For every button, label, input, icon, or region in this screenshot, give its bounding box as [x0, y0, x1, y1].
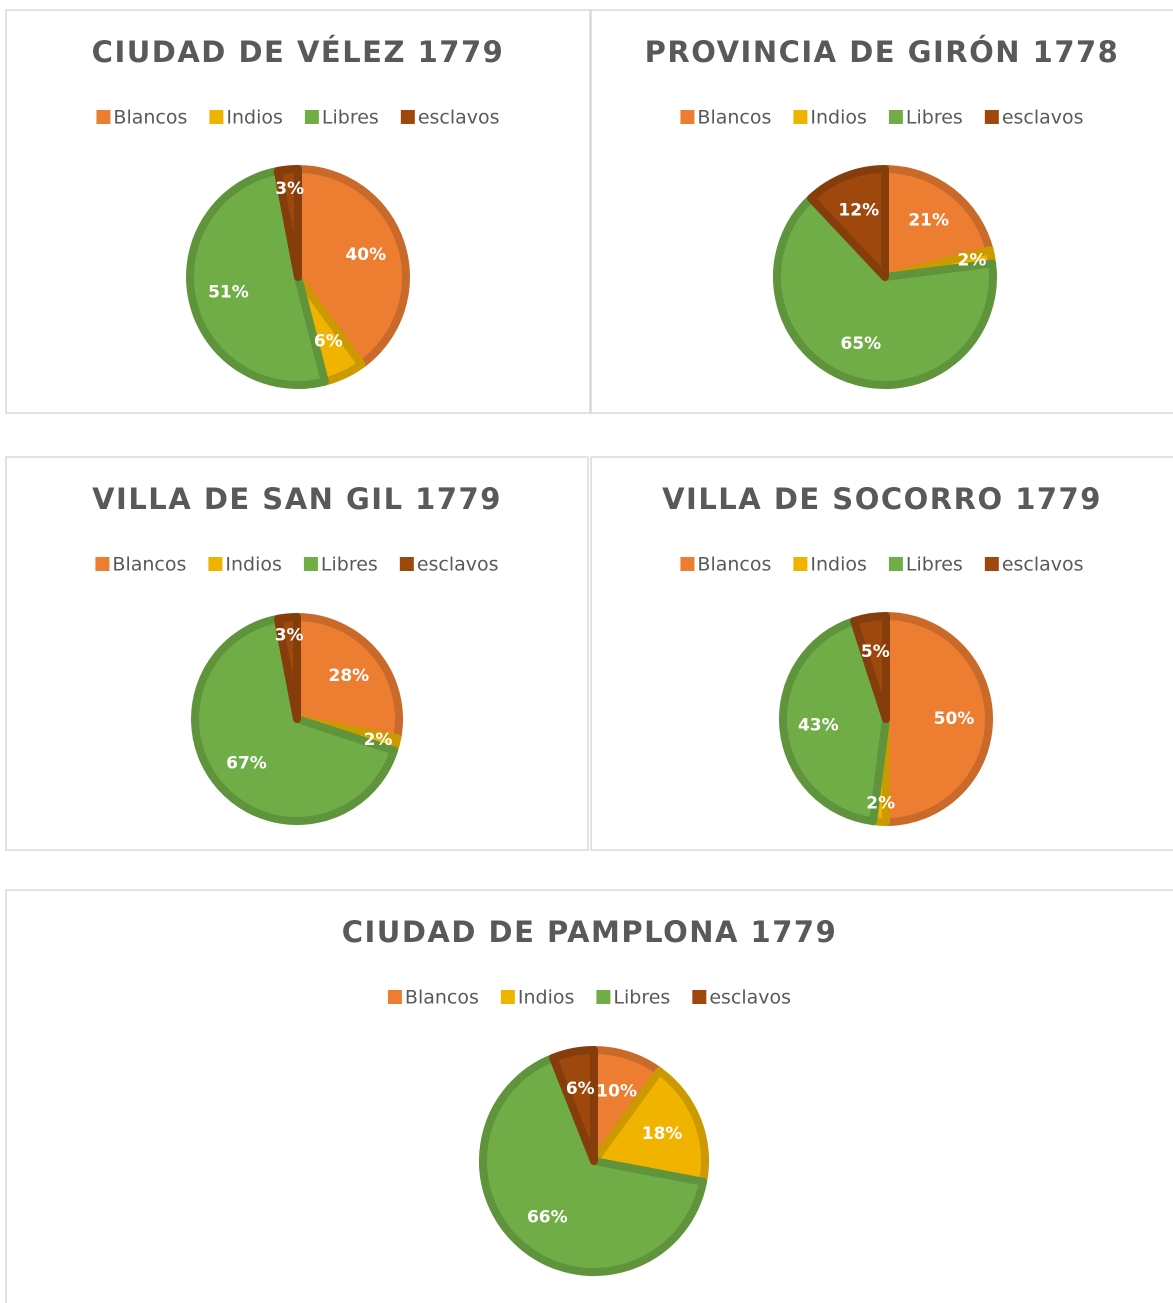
legend-swatch — [888, 110, 903, 124]
legend-label: Libres — [321, 554, 378, 576]
legend-swatch — [500, 990, 515, 1004]
legend-label: Blancos — [113, 107, 187, 129]
legend: Blancos Indios Libres esclavos — [680, 554, 1084, 576]
data-label: 28% — [329, 666, 370, 686]
chart-title: VILLA DE SOCORRO 1779 — [662, 482, 1102, 516]
data-label: 66% — [527, 1207, 568, 1227]
legend-swatch — [793, 110, 808, 124]
data-label: 65% — [841, 334, 882, 354]
data-label: 43% — [798, 715, 839, 735]
legend-label: Indios — [810, 107, 867, 129]
legend-swatch — [680, 110, 695, 124]
chart-title: PROVINCIA DE GIRÓN 1778 — [645, 35, 1120, 69]
legend-label: esclavos — [1002, 554, 1084, 576]
legend-swatch — [208, 557, 223, 571]
legend-swatch — [387, 990, 402, 1004]
data-label: 21% — [908, 211, 949, 231]
chart-title: CIUDAD DE VÉLEZ 1779 — [92, 35, 505, 69]
pie-slice — [273, 165, 302, 281]
legend-swatch — [209, 110, 224, 124]
pie-slice — [294, 165, 410, 369]
legend-label: Blancos — [697, 107, 771, 129]
data-label: 50% — [934, 709, 975, 729]
pie-slice — [850, 612, 890, 723]
data-label: 40% — [345, 245, 386, 265]
data-label: 2% — [866, 793, 895, 813]
data-label: 10% — [596, 1081, 637, 1101]
legend-label: esclavos — [1002, 107, 1084, 129]
pie-slice — [590, 1067, 709, 1186]
legend-swatch — [304, 110, 319, 124]
legend-swatch — [596, 990, 611, 1004]
legend-swatch — [984, 110, 999, 124]
pie-slice — [882, 612, 993, 826]
data-label: 18% — [642, 1124, 683, 1144]
legend-swatch — [96, 110, 111, 124]
legend-label: Blancos — [405, 987, 479, 1009]
legend-swatch — [692, 990, 707, 1004]
legend-label: Libres — [906, 107, 963, 129]
legend-swatch — [984, 557, 999, 571]
legend-label: Indios — [226, 107, 283, 129]
chart-title: VILLA DE SAN GIL 1779 — [92, 482, 502, 516]
data-label: 3% — [275, 179, 304, 199]
pie-slice — [773, 194, 997, 389]
legend-label: Blancos — [697, 554, 771, 576]
legend-label: Blancos — [112, 554, 186, 576]
data-label: 51% — [208, 283, 249, 303]
legend-label: Indios — [810, 554, 867, 576]
legend-swatch — [400, 110, 415, 124]
legend-label: Libres — [613, 987, 670, 1009]
legend: Blancos Indios Libres esclavos — [95, 554, 499, 576]
legend-swatch — [888, 557, 903, 571]
data-label: 6% — [566, 1079, 595, 1099]
pie-slice — [881, 165, 994, 281]
legend-label: Indios — [225, 554, 282, 576]
legend: Blancos Indios Libres esclavos — [96, 107, 500, 129]
legend: Blancos Indios Libres esclavos — [387, 987, 791, 1009]
legend-label: Libres — [322, 107, 379, 129]
pie-slice — [549, 1046, 598, 1165]
data-label: 67% — [226, 754, 267, 774]
pie-slice — [779, 617, 890, 826]
pie-slice — [273, 613, 301, 723]
legend-label: Indios — [518, 987, 575, 1009]
data-label: 2% — [958, 250, 987, 270]
legend-label: Libres — [906, 554, 963, 576]
data-label: 12% — [838, 201, 879, 221]
data-label: 6% — [314, 331, 343, 351]
data-label: 2% — [364, 730, 393, 750]
data-label: 5% — [861, 642, 890, 662]
legend-label: esclavos — [417, 554, 499, 576]
legend-swatch — [95, 557, 110, 571]
legend: Blancos Indios Libres esclavos — [680, 107, 1084, 129]
data-label: 3% — [275, 626, 304, 646]
chart-title: CIUDAD DE PAMPLONA 1779 — [342, 915, 838, 949]
legend-swatch — [399, 557, 414, 571]
legend-swatch — [303, 557, 318, 571]
pie-slice — [807, 165, 889, 281]
legend-label: esclavos — [418, 107, 500, 129]
legend-label: esclavos — [709, 987, 791, 1009]
pie-slice — [186, 166, 329, 389]
legend-swatch — [680, 557, 695, 571]
pie-slice — [293, 613, 403, 743]
legend-swatch — [793, 557, 808, 571]
